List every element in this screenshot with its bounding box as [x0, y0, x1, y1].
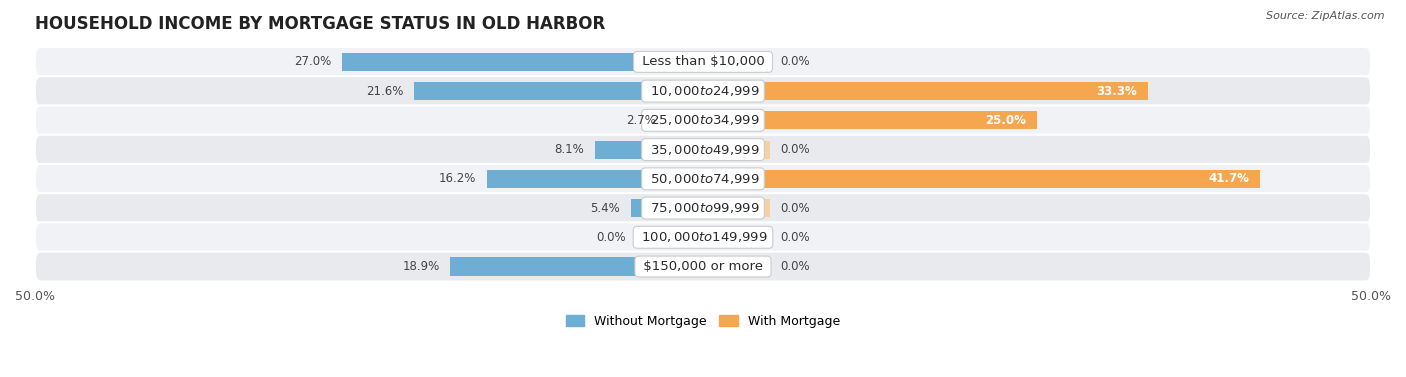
FancyBboxPatch shape [35, 164, 1371, 194]
Bar [450, 257, 703, 276]
Bar [342, 53, 703, 71]
Text: 16.2%: 16.2% [439, 172, 475, 185]
Bar [631, 199, 703, 217]
Bar [486, 170, 703, 188]
Text: $10,000 to $24,999: $10,000 to $24,999 [645, 84, 761, 98]
Bar [595, 141, 703, 159]
FancyBboxPatch shape [35, 222, 1371, 252]
Text: 0.0%: 0.0% [780, 260, 810, 273]
Text: 27.0%: 27.0% [294, 55, 332, 68]
Text: 5.4%: 5.4% [591, 202, 620, 215]
Text: 0.0%: 0.0% [780, 143, 810, 156]
Text: $150,000 or more: $150,000 or more [638, 260, 768, 273]
FancyBboxPatch shape [35, 106, 1371, 135]
Text: $100,000 to $149,999: $100,000 to $149,999 [637, 230, 769, 244]
Text: 25.0%: 25.0% [986, 114, 1026, 127]
FancyBboxPatch shape [35, 135, 1371, 164]
Text: Less than $10,000: Less than $10,000 [637, 55, 769, 68]
Text: Source: ZipAtlas.com: Source: ZipAtlas.com [1267, 11, 1385, 21]
Text: 21.6%: 21.6% [367, 84, 404, 98]
Bar [703, 111, 1038, 129]
Bar [703, 82, 1147, 100]
Bar [666, 111, 703, 129]
Text: 0.0%: 0.0% [780, 55, 810, 68]
Legend: Without Mortgage, With Mortgage: Without Mortgage, With Mortgage [561, 310, 845, 333]
Text: $25,000 to $34,999: $25,000 to $34,999 [645, 113, 761, 127]
Text: 2.7%: 2.7% [626, 114, 657, 127]
Text: 0.0%: 0.0% [780, 202, 810, 215]
Text: 33.3%: 33.3% [1097, 84, 1137, 98]
FancyBboxPatch shape [35, 193, 1371, 223]
Bar [636, 228, 703, 246]
FancyBboxPatch shape [35, 47, 1371, 77]
Bar [703, 141, 770, 159]
Bar [415, 82, 703, 100]
Bar [703, 53, 770, 71]
Text: HOUSEHOLD INCOME BY MORTGAGE STATUS IN OLD HARBOR: HOUSEHOLD INCOME BY MORTGAGE STATUS IN O… [35, 15, 605, 33]
Text: 8.1%: 8.1% [554, 143, 583, 156]
Text: 0.0%: 0.0% [596, 231, 626, 244]
Text: 0.0%: 0.0% [780, 231, 810, 244]
Bar [703, 199, 770, 217]
Text: $75,000 to $99,999: $75,000 to $99,999 [645, 201, 761, 215]
Bar [703, 228, 770, 246]
Text: $35,000 to $49,999: $35,000 to $49,999 [645, 143, 761, 156]
Text: $50,000 to $74,999: $50,000 to $74,999 [645, 172, 761, 186]
Text: 41.7%: 41.7% [1209, 172, 1250, 185]
FancyBboxPatch shape [35, 76, 1371, 106]
Bar [703, 170, 1260, 188]
Text: 18.9%: 18.9% [402, 260, 440, 273]
FancyBboxPatch shape [35, 251, 1371, 282]
Bar [703, 257, 770, 276]
